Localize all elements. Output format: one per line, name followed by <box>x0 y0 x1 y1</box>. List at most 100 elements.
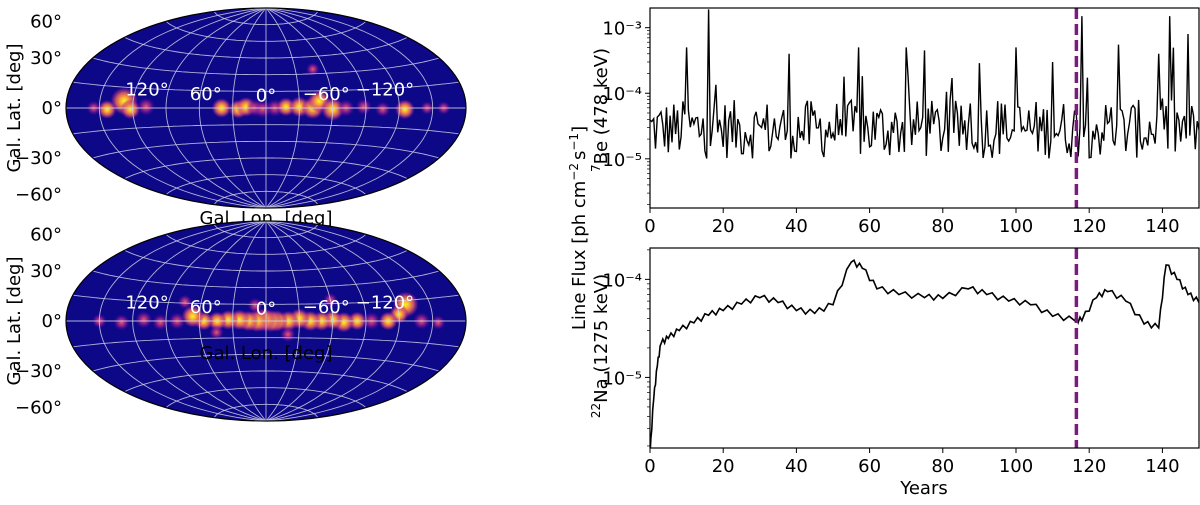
source-blob <box>135 311 153 329</box>
lat-tick-label: −60° <box>15 398 62 419</box>
lon-tick-label: 60° <box>190 84 222 105</box>
skymap-na22: −120° −60° 0° 60° 120° 60° 30° 0° −30° −60° Gal.… <box>4 220 467 422</box>
y-tick-label: 10⁻⁵ <box>602 150 642 171</box>
parallel-line <box>213 403 319 418</box>
source-blob <box>247 297 263 314</box>
x-tick-label: 0 <box>644 216 655 237</box>
lon-tick-label: 0° <box>256 299 276 320</box>
x-ticks: 0 20 40 60 80 100 120 140 <box>644 208 1180 237</box>
parallel-line <box>213 224 319 239</box>
lon-tick-label: −120° <box>356 79 414 100</box>
source-blob <box>280 326 296 343</box>
ylabel-isotope-mass: 7 <box>589 164 603 172</box>
source-blob <box>374 101 391 117</box>
x-axis-label: Years <box>899 478 948 499</box>
source-blob <box>209 325 224 340</box>
lat-tick-label: −30° <box>15 148 62 169</box>
lon-tick-label: 120° <box>125 79 168 100</box>
y-tick-label: 10⁻⁴ <box>602 84 642 105</box>
ylabel-isotope-mass: 22 <box>589 403 603 418</box>
skymap-xlabel: Gal. Lon. [deg] <box>200 343 333 364</box>
x-tick-label: 20 <box>712 216 735 237</box>
lat-tick-labels: 60° 30° 0° −30° −60° <box>15 11 62 205</box>
x-tick-label: 80 <box>931 216 954 237</box>
parallel-line <box>92 270 440 289</box>
lon-tick-label: 120° <box>125 292 168 313</box>
lon-tick-labels: −120° −60° 0° 60° 120° <box>125 79 414 106</box>
x-tick-label: 40 <box>785 456 808 477</box>
lat-tick-label: 30° <box>30 48 62 69</box>
ylabel-s-exp: −1 <box>567 133 581 151</box>
x-ticks: 0 20 40 60 80 100 120 140 <box>644 448 1180 477</box>
x-tick-label: 60 <box>858 216 881 237</box>
x-tick-label: 140 <box>1145 456 1179 477</box>
x-tick-label: 100 <box>999 456 1033 477</box>
ylabel-line-flux: Line Flux [ph cm <box>569 181 590 330</box>
skymap-border <box>65 7 467 209</box>
lat-tick-label: 30° <box>30 261 62 282</box>
ylabel-isotope: Na (1275 keV) <box>591 274 612 403</box>
lat-tick-label: −60° <box>15 185 62 206</box>
ylabel-isotope: Be (478 keV) <box>591 48 612 164</box>
ylabel-s: s <box>569 151 590 160</box>
shared-ylabel: Line Flux [ph cm−2 s−1] <box>567 126 590 330</box>
skymap-be7: −120° −60° 0° 60° 120° 60° 30° 0° −30° −60° Gal.… <box>4 7 467 229</box>
skymap-graticule <box>66 221 466 421</box>
source-blob <box>430 315 446 330</box>
x-tick-label: 120 <box>1072 216 1106 237</box>
lightcurve-series <box>650 9 1199 159</box>
lon-tick-label: 0° <box>256 86 276 107</box>
source-blob <box>181 305 205 328</box>
x-tick-label: 40 <box>785 216 808 237</box>
parallel-line <box>213 190 319 205</box>
lat-tick-label: 0° <box>42 311 62 332</box>
lc2-ylabel: 22Na (1275 keV) <box>589 274 612 418</box>
skymap-graticule <box>66 8 466 208</box>
parallel-line <box>72 337 460 348</box>
parallel-line <box>92 57 440 76</box>
skymap-ylabel: Gal. Lat. [deg] <box>4 257 25 386</box>
source-blob <box>305 62 320 77</box>
skymap-sources <box>92 291 446 343</box>
y-tick-label: 10⁻³ <box>602 19 642 40</box>
lat-tick-label: 0° <box>42 98 62 119</box>
lat-tick-label: 60° <box>30 11 62 32</box>
lon-tick-label: 60° <box>190 297 222 318</box>
ylabel-cm-exp: −2 <box>567 163 581 181</box>
source-blob <box>355 98 372 115</box>
skymap-ylabel: Gal. Lat. [deg] <box>4 44 25 173</box>
lightcurve-series <box>650 258 1199 448</box>
y-tick-label: 10⁻⁴ <box>602 270 642 291</box>
parallel-line <box>213 11 319 26</box>
x-tick-label: 60 <box>858 456 881 477</box>
parallel-line <box>165 174 367 195</box>
y-tick-label: 10⁻⁵ <box>602 368 642 389</box>
x-tick-label: 140 <box>1145 216 1179 237</box>
lon-tick-label: −120° <box>356 292 414 313</box>
ylabel-close: ] <box>569 126 590 133</box>
lightcurve-na22: 0 20 40 60 80 100 120 140 10⁻⁵ 10⁻⁴ Years 22Na (… <box>589 247 1200 499</box>
lat-tick-labels: 60° 30° 0° −30° −60° <box>15 224 62 418</box>
lat-tick-label: −30° <box>15 361 62 382</box>
skymap-border <box>65 220 467 422</box>
x-tick-label: 0 <box>644 456 655 477</box>
source-blob <box>97 99 117 119</box>
parallel-line <box>165 21 367 42</box>
flux-line <box>650 258 1199 448</box>
parallel-line <box>92 140 440 159</box>
parallel-line <box>72 124 460 135</box>
parallel-line <box>124 36 408 59</box>
plot-frame <box>649 247 1200 449</box>
source-blob <box>136 97 156 116</box>
source-blob <box>152 314 169 331</box>
source-blob <box>120 99 141 120</box>
skymap-sources <box>86 62 451 121</box>
x-tick-label: 20 <box>712 456 735 477</box>
parallel-line <box>72 294 460 305</box>
x-tick-label: 80 <box>931 456 954 477</box>
y-ticks: 10⁻⁵ 10⁻⁴ 10⁻³ <box>602 19 650 206</box>
parallel-line <box>124 157 408 180</box>
parallel-line <box>124 370 408 393</box>
lon-tick-labels: −120° −60° 0° 60° 120° <box>125 292 414 319</box>
